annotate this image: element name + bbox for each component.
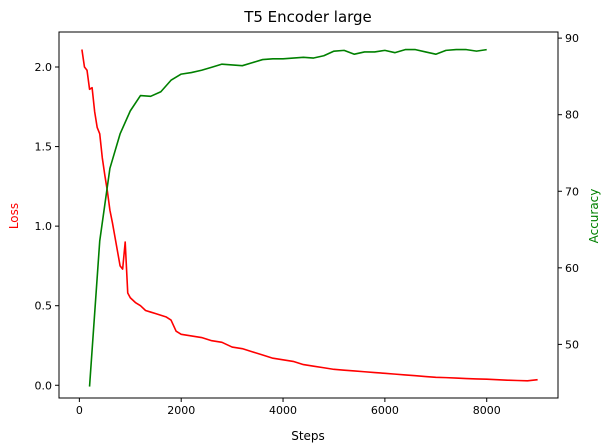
y-left-axis-label: Loss <box>7 203 21 229</box>
y-right-tick-label: 70 <box>565 185 579 198</box>
x-tick-label: 6000 <box>371 404 399 417</box>
x-tick-label: 2000 <box>167 404 195 417</box>
y-left-tick-label: 2.0 <box>35 61 53 74</box>
x-tick-label: 0 <box>76 404 83 417</box>
x-axis-label: Steps <box>291 429 325 443</box>
x-tick-label: 4000 <box>269 404 297 417</box>
y-left-tick-label: 1.0 <box>35 220 53 233</box>
y-right-tick-label: 60 <box>565 262 579 275</box>
y-left-tick-label: 0.5 <box>35 300 53 313</box>
y-right-tick-label: 50 <box>565 338 579 351</box>
y-right-tick-label: 90 <box>565 32 579 45</box>
y-left-tick-label: 0.0 <box>35 379 53 392</box>
y-left-axis-ticks: 0.0 0.5 1.0 1.5 2.0 <box>35 61 59 392</box>
accuracy-series-line <box>88 48 487 387</box>
y-right-tick-label: 80 <box>565 109 579 122</box>
plot-frame <box>58 31 559 399</box>
y-right-axis-label: Accuracy <box>587 189 601 244</box>
y-left-tick-label: 1.5 <box>35 141 53 154</box>
y-right-axis-ticks: 50 60 70 80 90 <box>558 32 579 351</box>
loss-series-line <box>81 49 538 382</box>
plot-marks <box>81 48 538 387</box>
x-tick-label: 8000 <box>473 404 501 417</box>
chart-title: T5 Encoder large <box>243 8 372 26</box>
x-axis-ticks: 0 2000 4000 6000 8000 <box>76 398 501 417</box>
